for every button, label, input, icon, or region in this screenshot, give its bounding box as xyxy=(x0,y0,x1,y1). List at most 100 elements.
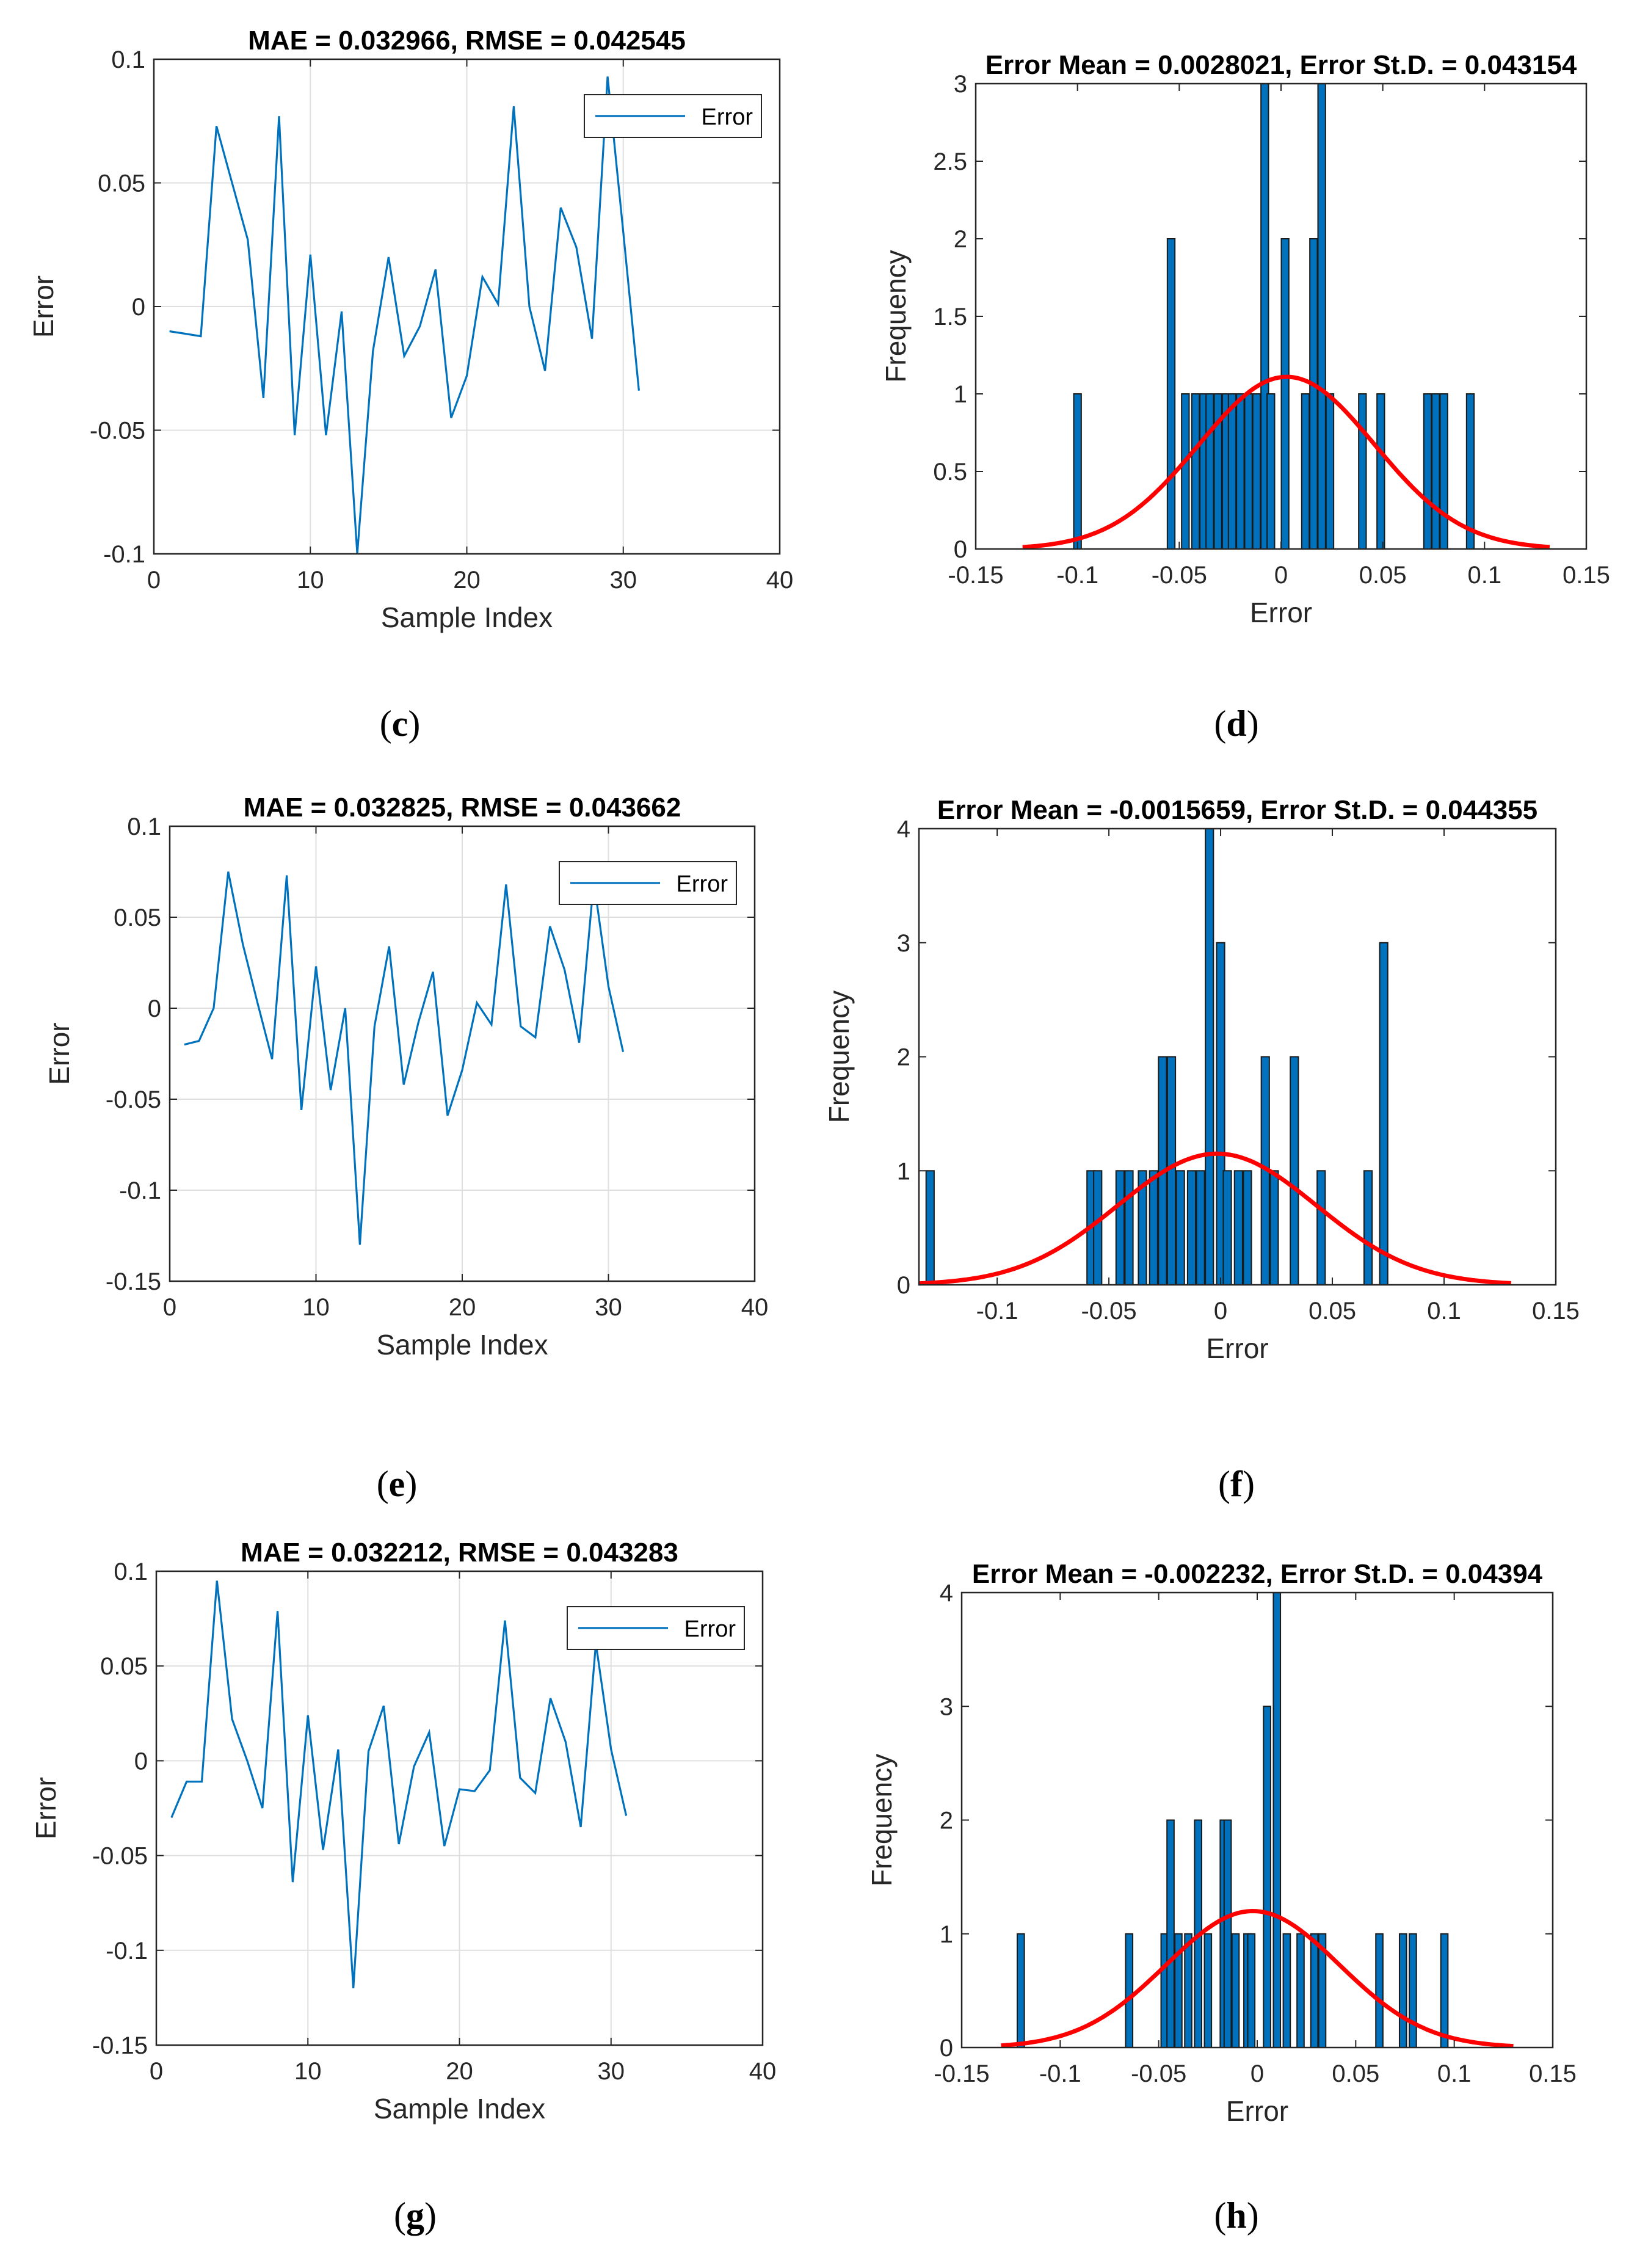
y-axis-label: Frequency xyxy=(880,250,912,382)
y-tick-label: 3 xyxy=(897,930,910,957)
histogram-bar xyxy=(1431,393,1440,550)
x-axis-label: Sample Index xyxy=(376,1329,548,1361)
histogram-bar xyxy=(1125,1933,1134,2048)
histogram-bar xyxy=(1317,83,1326,550)
histogram-bar xyxy=(1301,393,1310,550)
chart-title: Error Mean = -0.002232, Error St.D. = 0.… xyxy=(972,1559,1543,1589)
histogram-bar xyxy=(1016,1933,1025,2048)
y-tick-label: 0 xyxy=(134,1748,148,1775)
y-tick-label: 0 xyxy=(954,536,967,563)
y-axis-label: Error xyxy=(30,1777,62,1839)
legend-label: Error xyxy=(684,1616,736,1642)
y-tick-label: 3 xyxy=(940,1693,953,1720)
histogram-bar xyxy=(1184,1933,1192,2048)
histogram-bar xyxy=(925,1170,935,1285)
y-tick-label: -0.15 xyxy=(106,1268,161,1295)
y-tick-label: 0 xyxy=(940,2035,953,2062)
y-tick-label: 2 xyxy=(954,226,967,253)
y-tick-label: -0.1 xyxy=(103,541,145,568)
x-tick-label: 0 xyxy=(1250,2060,1264,2087)
y-tick-label: 0.1 xyxy=(127,813,161,840)
x-tick-label: 0.15 xyxy=(1529,2060,1577,2087)
x-tick-label: 40 xyxy=(766,567,794,594)
error-series-line xyxy=(170,1580,628,1989)
chart-title: Error Mean = -0.0015659, Error St.D. = 0… xyxy=(937,795,1537,825)
caption-letter: c xyxy=(392,703,408,744)
y-tick-label: 4 xyxy=(897,816,910,843)
y-tick-label: 0.1 xyxy=(111,46,145,73)
caption-open-paren: ( xyxy=(377,1464,389,1504)
caption-letter: g xyxy=(406,2195,424,2236)
histogram-bar xyxy=(1166,238,1176,550)
histogram-bar xyxy=(1166,1819,1175,2048)
x-tick-label: 20 xyxy=(446,2058,473,2085)
histogram-bar xyxy=(1269,1170,1279,1285)
x-tick-label: 10 xyxy=(297,567,324,594)
x-axis-label: Sample Index xyxy=(381,602,553,633)
caption-letter: h xyxy=(1226,2195,1246,2236)
caption-close-paren: ) xyxy=(1247,2195,1259,2236)
legend: Error xyxy=(567,1606,745,1650)
histogram-bar xyxy=(1358,393,1367,550)
chart-panel-h: -0.15 -0.1 -0.05 0 0.05 0.1 0.15 4 3 2 1 0 Error Mea… xyxy=(866,1559,1577,2236)
legend-label: Error xyxy=(702,104,753,130)
histogram-bar xyxy=(1376,393,1385,550)
caption-open-paren: ( xyxy=(1218,1464,1230,1504)
y-tick-label: 2.5 xyxy=(933,148,967,175)
caption-close-paren: ) xyxy=(405,1464,417,1504)
histogram-bar xyxy=(1363,1170,1373,1285)
x-axis-label: Error xyxy=(1226,2095,1288,2127)
x-tick-label: 0 xyxy=(150,2058,163,2085)
histogram-bar xyxy=(1280,238,1290,550)
normal-fit-curve xyxy=(1022,374,1550,550)
histogram-bar xyxy=(1196,1170,1205,1285)
x-tick-label: 0 xyxy=(147,567,161,594)
histogram-bar xyxy=(1227,393,1237,550)
y-tick-label: 1 xyxy=(897,1158,910,1185)
x-axis-label: Error xyxy=(1250,597,1312,628)
caption-close-paren: ) xyxy=(424,2195,437,2236)
x-tick-label: -0.05 xyxy=(1131,2060,1186,2087)
x-tick-label: 0 xyxy=(163,1294,176,1321)
y-tick-label: -0.1 xyxy=(119,1177,161,1204)
error-series-line xyxy=(169,76,640,554)
error-series-line xyxy=(184,871,625,1245)
histogram-bar xyxy=(1282,1933,1291,2048)
panel-caption: (g) xyxy=(394,2195,437,2236)
histogram-bar xyxy=(1205,828,1214,1285)
histogram-bar xyxy=(1233,1170,1243,1285)
histogram-bar xyxy=(1124,1170,1134,1285)
histogram-bar xyxy=(1236,393,1245,550)
panel-caption: (d) xyxy=(1214,703,1258,744)
histogram-bar xyxy=(1073,393,1082,550)
histogram-bar xyxy=(1222,1170,1232,1285)
y-axis-label: Frequency xyxy=(823,990,855,1123)
y-tick-label: 1 xyxy=(940,1921,953,1948)
histogram-bar xyxy=(1181,393,1190,550)
panel-caption: (e) xyxy=(377,1464,418,1504)
x-tick-label: -0.15 xyxy=(934,2060,989,2087)
x-tick-label: -0.05 xyxy=(1081,1298,1136,1325)
y-tick-label: -0.1 xyxy=(106,1938,148,1965)
y-tick-label: 0 xyxy=(897,1272,910,1299)
x-tick-label: 0.1 xyxy=(1437,2060,1472,2087)
histogram-bar xyxy=(1252,393,1261,550)
y-tick-label: 0.1 xyxy=(114,1558,148,1585)
caption-open-paren: ( xyxy=(394,2195,406,2236)
histogram-bar xyxy=(1231,1933,1240,2048)
x-tick-label: -0.1 xyxy=(976,1298,1018,1325)
chart-panel-c: 0 10 20 30 40 0.1 0.05 0 -0.05 -0.1 MAE = 0.032966… xyxy=(27,26,793,744)
chart-panel-f: -0.1 -0.05 0 0.05 0.1 0.15 4 3 2 1 0 Error Mean = -… xyxy=(823,795,1580,1504)
x-tick-label: 0.05 xyxy=(1359,562,1407,589)
histogram-bar xyxy=(1247,1933,1256,2048)
histogram-bar xyxy=(1309,238,1318,550)
chart-title: MAE = 0.032212, RMSE = 0.043283 xyxy=(241,1538,678,1568)
histogram-bar xyxy=(1423,393,1432,550)
histogram-bar xyxy=(1223,1819,1232,2048)
y-tick-label: 1 xyxy=(954,381,967,408)
y-tick-label: 4 xyxy=(940,1580,953,1607)
x-tick-label: -0.1 xyxy=(1056,562,1098,589)
x-axis-label: Error xyxy=(1206,1332,1268,1364)
x-tick-label: 40 xyxy=(741,1294,769,1321)
